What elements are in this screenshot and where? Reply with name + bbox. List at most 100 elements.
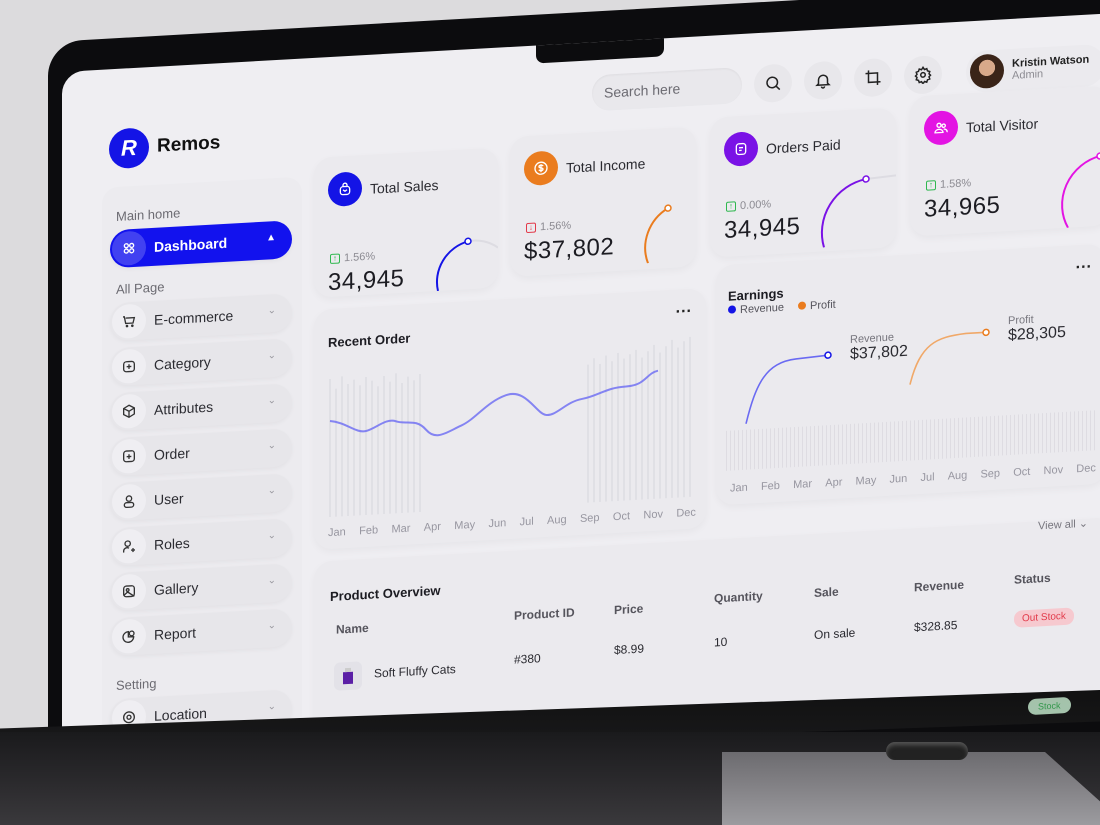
stat-value: $37,802 — [524, 233, 615, 266]
status-badge: Out Stock — [1014, 607, 1074, 628]
sidebar-item-ecommerce[interactable]: E-commerce ⌄ — [110, 293, 292, 342]
laptop-foot — [886, 742, 968, 760]
column-revenue[interactable]: Revenue — [914, 577, 965, 595]
bell-icon — [815, 74, 831, 89]
sidebar-item-label: Dashboard — [154, 234, 228, 255]
month-label: May — [855, 474, 877, 488]
arrow-down-icon: ↓ — [526, 222, 536, 234]
section-main-home: Main home — [116, 205, 181, 224]
earnings-card: Earnings ... Revenue Profit Revenue $37,… — [716, 243, 1100, 506]
month-label: Mar — [391, 522, 411, 536]
month-label: May — [454, 518, 476, 533]
search-button[interactable] — [754, 63, 792, 104]
stat-change-value: 1.56% — [540, 219, 572, 234]
product-name: Soft Fluffy Cats — [374, 661, 456, 681]
product-revenue: $328.85 — [914, 617, 958, 635]
stat-value: 34,945 — [328, 264, 405, 297]
recent-order-card: Recent Order ... Jan Feb Mar Apr Ma — [314, 287, 706, 550]
stat-arc-chart — [435, 237, 498, 292]
sidebar-item-user[interactable]: User ⌄ — [110, 473, 292, 522]
settings-button[interactable] — [904, 54, 942, 95]
product-quantity: 10 — [714, 634, 728, 650]
month-label: Aug — [547, 513, 567, 527]
stat-title: Total Sales — [370, 176, 439, 197]
month-label: Dec — [676, 506, 696, 520]
revenue-annotation: Revenue $37,802 — [850, 331, 908, 364]
category-icon — [112, 348, 146, 385]
month-label: Nov — [643, 508, 663, 522]
stat-card-total-income[interactable]: Total Income ↓ 1.56% $37,802 — [510, 126, 696, 277]
column-product-id[interactable]: Product ID — [514, 605, 575, 623]
fullscreen-button[interactable] — [854, 57, 892, 98]
user-profile[interactable]: Kristin Watson Admin — [966, 43, 1100, 94]
month-label: Feb — [359, 524, 379, 538]
sidebar-item-label: Roles — [154, 534, 190, 553]
sidebar-item-order[interactable]: Order ⌄ — [110, 428, 292, 477]
chevron-down-icon: ⌄ — [267, 530, 276, 542]
sidebar-item-label: Gallery — [154, 579, 199, 598]
chevron-down-icon: ⌄ — [267, 350, 276, 362]
earnings-title: Earnings — [728, 285, 784, 304]
gear-icon — [914, 66, 932, 85]
recent-order-chart — [329, 334, 691, 518]
month-label: Feb — [760, 479, 780, 493]
dollar-icon — [524, 150, 558, 187]
app-name: Remos — [157, 132, 221, 157]
stat-card-total-visitor[interactable]: Total Visitor ↑ 1.58% 34,965 — [910, 85, 1100, 237]
product-thumbnail — [334, 661, 362, 691]
arrow-up-icon: ↑ — [726, 201, 736, 212]
month-label: Apr — [423, 520, 441, 534]
sidebar-item-attributes[interactable]: Attributes ⌄ — [110, 383, 292, 432]
sidebar-item-report[interactable]: Report ⌄ — [110, 608, 292, 657]
product-price: $8.99 — [614, 641, 645, 658]
view-all-link[interactable]: View all ⌄ — [1038, 517, 1088, 533]
sidebar-item-label: Order — [154, 444, 190, 463]
month-label: Jun — [488, 517, 507, 531]
notifications-button[interactable] — [804, 60, 842, 101]
app-logo[interactable]: R Remos — [109, 123, 221, 170]
month-label: Jan — [328, 526, 346, 540]
product-id: #380 — [514, 651, 541, 667]
sidebar-item-label: Attributes — [154, 398, 214, 418]
sidebar: Main home Dashboard ▲ All Page E-commerc… — [102, 176, 302, 748]
top-bar: Search here Kristin Watson Admin — [592, 43, 1100, 115]
laptop-base-side — [722, 752, 1100, 825]
sidebar-item-dashboard[interactable]: Dashboard ▲ — [110, 220, 292, 269]
stat-change: ↓ 1.56% — [526, 220, 571, 235]
cart-icon — [112, 303, 146, 340]
sidebar-item-roles[interactable]: Roles ⌄ — [110, 518, 292, 567]
sidebar-item-gallery[interactable]: Gallery ⌄ — [110, 563, 292, 612]
table-row[interactable]: Soft Fluffy Cats #380 $8.99 10 On sale $… — [314, 607, 1100, 691]
arrow-up-icon: ↑ — [926, 180, 936, 191]
stat-change: ↑ 1.58% — [926, 177, 971, 192]
column-status[interactable]: Status — [1014, 570, 1051, 587]
stat-change-value: 1.58% — [940, 177, 972, 191]
sidebar-item-label: Location — [154, 704, 207, 724]
stat-title: Total Income — [566, 155, 646, 176]
order-icon — [112, 438, 146, 475]
chevron-down-icon: ⌄ — [267, 575, 276, 587]
stat-card-orders-paid[interactable]: Orders Paid ↑ 0.00% 34,945 — [710, 107, 896, 258]
search-input[interactable]: Search here — [592, 66, 742, 112]
product-overview-title: Product Overview — [330, 582, 441, 605]
chevron-down-icon: ⌄ — [267, 440, 276, 452]
location-icon — [112, 699, 146, 736]
column-price[interactable]: Price — [614, 601, 644, 618]
sidebar-item-category[interactable]: Category ⌄ — [110, 338, 292, 387]
more-options-icon[interactable]: ... — [1075, 254, 1092, 273]
more-options-icon[interactable]: ... — [675, 298, 692, 317]
column-name[interactable]: Name — [336, 620, 369, 637]
column-quantity[interactable]: Quantity — [714, 588, 763, 606]
month-label: Mar — [793, 478, 813, 492]
status-badge: Stock — [1028, 696, 1071, 716]
month-label: Oct — [612, 510, 631, 524]
stat-card-total-sales[interactable]: Total Sales ↑ 1.56% 34,945 — [314, 147, 498, 298]
stat-change: ↑ 1.56% — [330, 250, 375, 265]
month-label: Jul — [920, 471, 935, 485]
column-sale[interactable]: Sale — [814, 584, 839, 600]
sidebar-item-location[interactable]: Location ⌄ — [110, 689, 292, 738]
stat-title: Orders Paid — [766, 136, 841, 157]
month-label: Apr — [825, 476, 843, 490]
chevron-down-icon: ⌄ — [1078, 517, 1088, 531]
gallery-icon — [112, 573, 146, 610]
